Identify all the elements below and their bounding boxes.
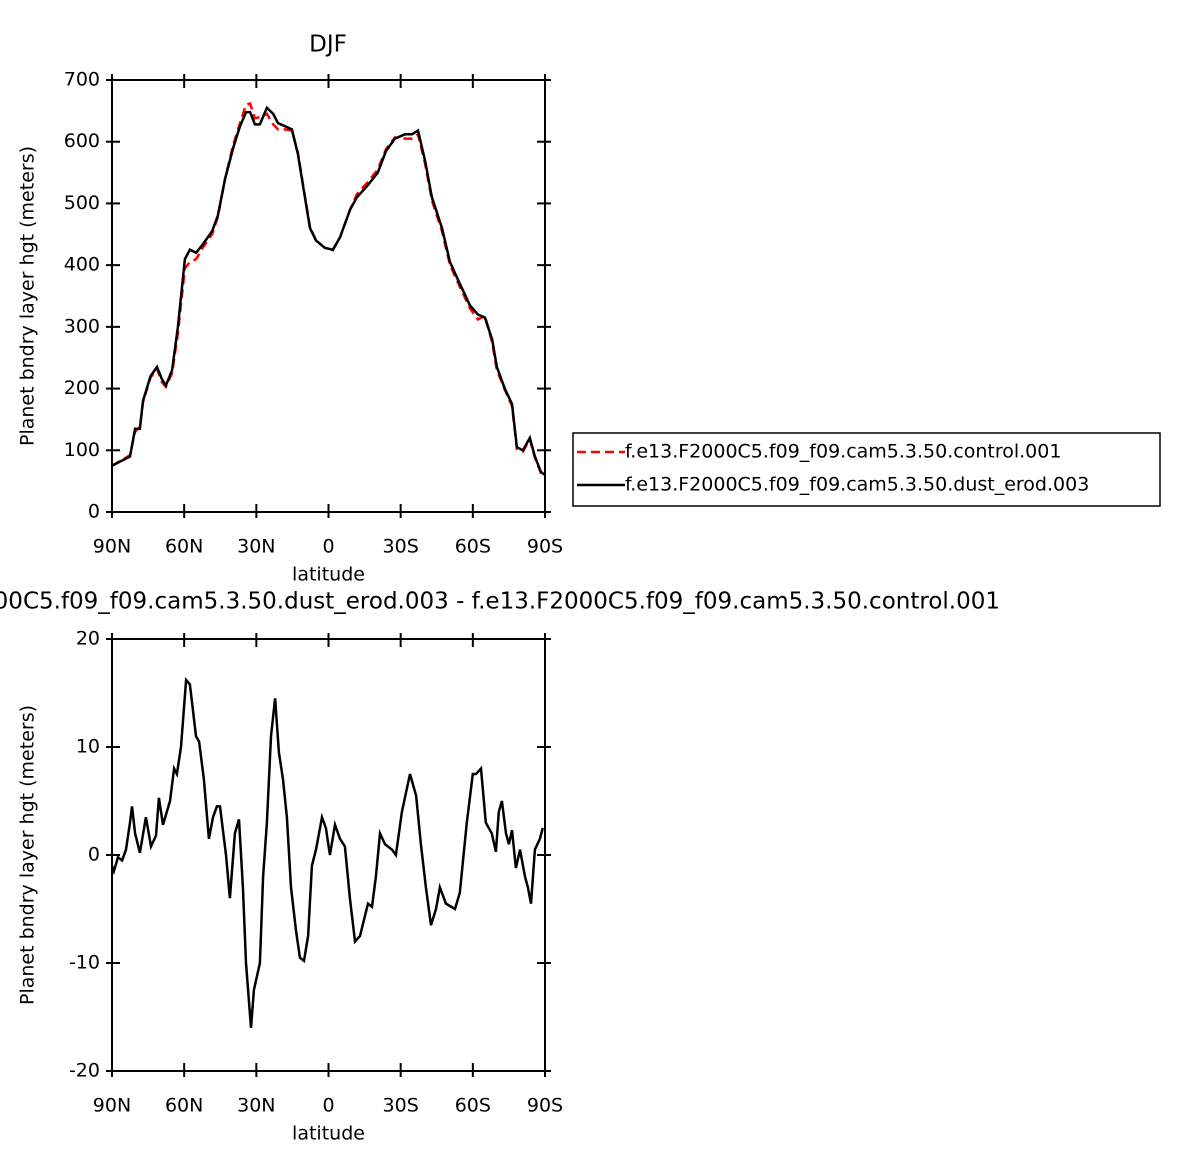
y-tick-label: 0 <box>88 501 100 523</box>
x-tick-label: 0 <box>322 536 334 558</box>
x-tick-label: 30S <box>383 536 419 558</box>
x-tick-label: 30N <box>237 1095 275 1117</box>
x-tick-label: 90S <box>527 1095 563 1117</box>
y-axis-label: Planet bndry layer hgt (meters) <box>17 146 39 446</box>
y-tick-label: 20 <box>76 628 100 650</box>
plot-frame <box>111 79 546 513</box>
y-tick-label: -10 <box>69 952 100 974</box>
y-tick-label: 10 <box>76 736 100 758</box>
legend-label: f.e13.F2000C5.f09_f09.cam5.3.50.dust_ero… <box>625 474 1089 496</box>
y-tick-label: 100 <box>64 439 100 461</box>
y-tick-label: 600 <box>64 130 100 152</box>
y-tick-label: 700 <box>64 69 100 91</box>
legend-box <box>572 432 1161 507</box>
legend-label: f.e13.F2000C5.f09_f09.cam5.3.50.control.… <box>625 441 1061 463</box>
x-tick-label: 30N <box>237 536 275 558</box>
x-tick-label: 90S <box>527 536 563 558</box>
y-tick-label: 200 <box>64 377 100 399</box>
plot-frame <box>111 638 546 1072</box>
chart-title: f.e13.F2000C5.f09_f09.cam5.3.50.dust_ero… <box>0 589 1000 615</box>
y-axis-label: Planet bndry layer hgt (meters) <box>17 705 39 1005</box>
x-axis-label: latitude <box>292 564 365 586</box>
data-line <box>110 676 545 1028</box>
chart-title: DJF <box>309 32 347 58</box>
y-tick-label: 0 <box>88 844 100 866</box>
y-tick-label: 300 <box>64 315 100 337</box>
x-tick-label: 90N <box>93 536 131 558</box>
x-tick-label: 60S <box>455 536 491 558</box>
y-tick-label: -20 <box>69 1060 100 1082</box>
x-tick-label: 60S <box>455 1095 491 1117</box>
data-line <box>111 101 546 478</box>
y-tick-label: 500 <box>64 192 100 214</box>
x-tick-label: 0 <box>322 1095 334 1117</box>
y-tick-label: 400 <box>64 254 100 276</box>
x-tick-label: 60N <box>165 1095 203 1117</box>
x-tick-label: 90N <box>93 1095 131 1117</box>
data-line <box>111 105 546 476</box>
x-axis-label: latitude <box>292 1123 365 1145</box>
x-tick-label: 30S <box>383 1095 419 1117</box>
x-tick-label: 60N <box>165 536 203 558</box>
